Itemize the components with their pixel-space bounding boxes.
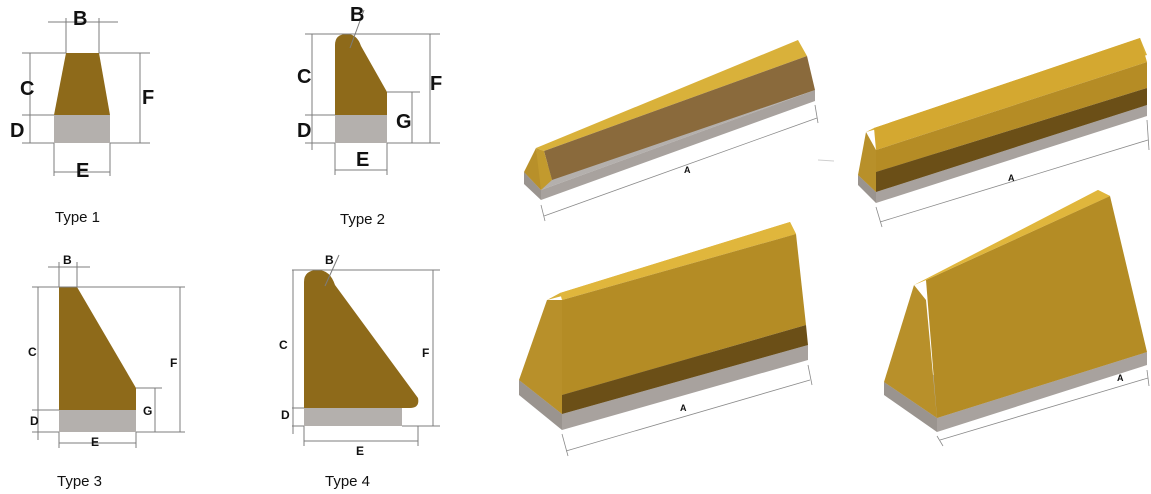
type3-caption: Type 3 xyxy=(57,473,102,490)
type1-dimension-lines xyxy=(22,18,150,176)
curb-3d-view-type-2: A xyxy=(817,38,1150,228)
type2-body xyxy=(335,34,387,115)
type3-label-e: E xyxy=(91,435,99,449)
type4-caption: Type 4 xyxy=(325,473,370,490)
type2-dimension-lines xyxy=(305,9,440,175)
type4-label-b: B xyxy=(325,253,334,267)
type3-label-c: C xyxy=(28,345,37,359)
type3-dimension-lines xyxy=(32,262,185,448)
type3-label-g: G xyxy=(143,404,152,418)
type4-label-d: D xyxy=(281,408,290,422)
view2-label-a: A xyxy=(1008,173,1015,183)
type1-label-d: D xyxy=(10,120,24,142)
profile-type-1: B C D F E Type 1 xyxy=(10,8,154,226)
type1-label-e: E xyxy=(76,160,89,182)
type2-caption: Type 2 xyxy=(340,211,385,228)
type2-label-b: B xyxy=(350,4,364,26)
view4-label-a: A xyxy=(1117,373,1124,383)
type2-label-g: G xyxy=(396,111,412,133)
type1-label-b: B xyxy=(73,8,87,30)
type3-body xyxy=(59,287,136,410)
type3-base xyxy=(59,410,136,432)
type2-label-f: F xyxy=(430,73,442,95)
type2-label-e: E xyxy=(356,149,369,171)
type3-label-d: D xyxy=(30,414,39,428)
type4-label-e: E xyxy=(356,444,364,458)
type4-body xyxy=(304,270,419,408)
profile-type-2: B C D F G E Type 2 xyxy=(297,4,442,228)
view1-label-a: A xyxy=(684,165,691,175)
type3-label-f: F xyxy=(170,356,177,370)
type1-label-f: F xyxy=(142,87,154,109)
type1-base xyxy=(54,115,110,143)
type1-body xyxy=(54,53,110,115)
type4-dimension-lines xyxy=(292,254,440,446)
type4-label-c: C xyxy=(279,338,288,352)
type1-caption: Type 1 xyxy=(55,209,100,226)
type2-label-d: D xyxy=(297,120,311,142)
profile-type-3: B C D F G E Type 3 xyxy=(28,253,185,490)
type4-base xyxy=(304,408,402,426)
type1-label-c: C xyxy=(20,78,34,100)
view3-label-a: A xyxy=(680,403,687,413)
type3-label-b: B xyxy=(63,253,72,267)
type2-label-c: C xyxy=(297,66,311,88)
curb-3d-view-type-4: A xyxy=(884,190,1150,447)
profile-type-4: B C D F E Type 4 xyxy=(279,253,440,490)
curb-3d-view-type-3: A xyxy=(519,222,813,457)
type4-label-f: F xyxy=(422,346,429,360)
type2-base xyxy=(335,115,387,143)
curb-3d-view-type-1: A xyxy=(524,40,819,222)
